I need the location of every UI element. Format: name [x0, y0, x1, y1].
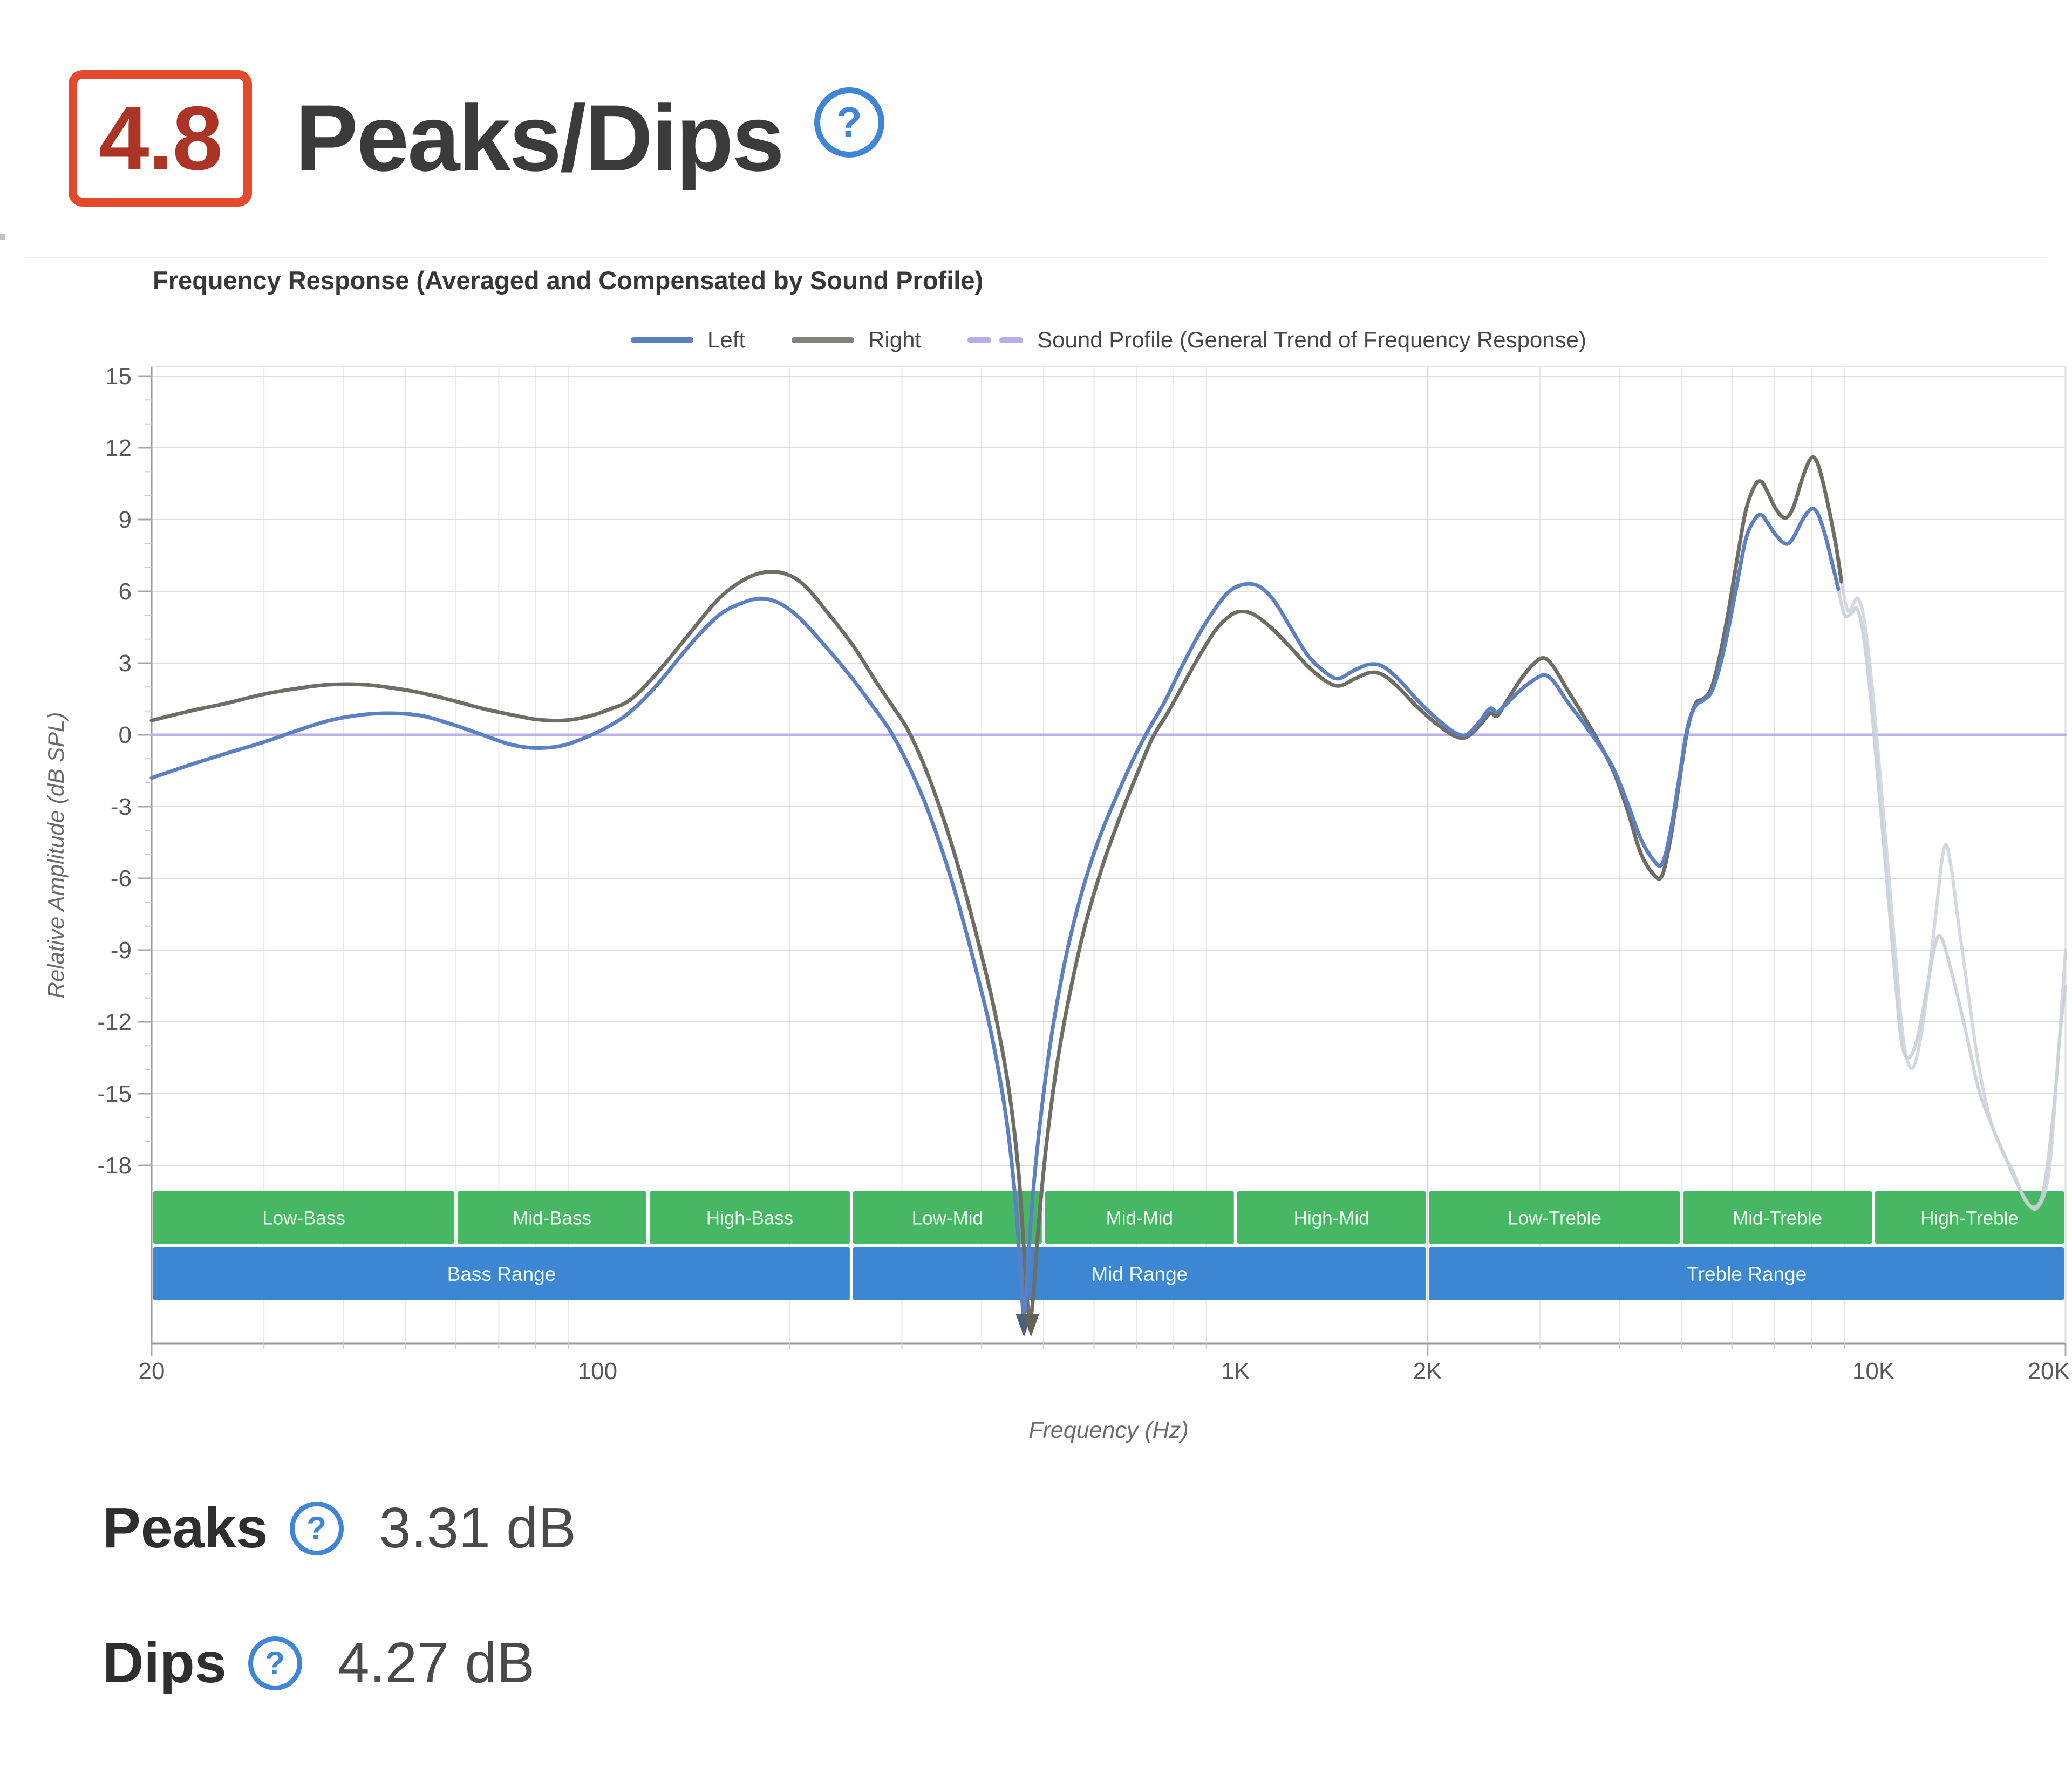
help-icon[interactable]: ? [248, 1636, 302, 1690]
band-label: Mid Range [1091, 1263, 1188, 1285]
x-tick-label: 20 [139, 1358, 165, 1384]
legend-swatch-dashed [967, 337, 1024, 343]
x-tick-label: 2K [1413, 1358, 1442, 1384]
band-mid-treble[interactable] [1683, 1191, 1872, 1244]
band-low-treble[interactable] [1429, 1191, 1680, 1244]
stat-row-dips: Dips ? 4.27 dB [103, 1630, 535, 1696]
band-label: Mid-Mid [1106, 1208, 1173, 1229]
series-left [149, 507, 1841, 1318]
band-label: High-Bass [706, 1208, 793, 1229]
band-label: Bass Range [447, 1263, 556, 1285]
help-icon[interactable]: ? [289, 1501, 344, 1555]
legend-label: Left [707, 327, 746, 352]
band-treble-range[interactable] [1429, 1247, 2064, 1300]
y-tick-label: -15 [97, 1081, 132, 1107]
band-mid-mid[interactable] [1045, 1191, 1234, 1244]
question-mark-glyph: ? [306, 1510, 326, 1546]
chart-legend: Left Right Sound Profile (General Trend of… [152, 327, 2066, 353]
stat-value: 3.31 dB [379, 1496, 576, 1560]
band-label: High-Mid [1294, 1208, 1369, 1229]
band-label: Low-Treble [1508, 1208, 1601, 1229]
legend-swatch-solid [630, 337, 693, 343]
y-tick-label: -18 [97, 1152, 132, 1179]
chart-title: Frequency Response (Averaged and Compens… [153, 266, 984, 295]
band-low-bass[interactable] [153, 1191, 455, 1244]
band-bass-range[interactable] [153, 1247, 850, 1300]
legend-label: Sound Profile (General Trend of Frequenc… [1037, 327, 1586, 352]
legend-item[interactable]: Left [630, 327, 746, 353]
y-tick-label: 6 [119, 578, 132, 605]
y-tick-label: 15 [105, 363, 132, 390]
legend-item[interactable]: Right [792, 327, 921, 353]
band-low-mid[interactable] [853, 1191, 1042, 1244]
y-tick-label: -3 [111, 794, 132, 820]
y-tick-label: -6 [111, 865, 132, 892]
x-tick-label: 10K [1852, 1358, 1894, 1384]
band-label: Low-Bass [262, 1208, 345, 1229]
band-label: Low-Mid [912, 1208, 983, 1229]
y-tick-label: -12 [97, 1009, 132, 1035]
y-tick-label: 3 [119, 650, 132, 677]
legend-item[interactable]: Sound Profile (General Trend of Frequenc… [967, 327, 1586, 353]
question-mark-glyph: ? [836, 98, 862, 146]
y-tick-label: -9 [111, 937, 132, 964]
band-label: High-Treble [1920, 1208, 2019, 1229]
frequency-response-chart[interactable]: -18 -15 -12 -9 -6 -3 0 3 6 9 12 15 20 100 1K 2K 10K 20K Re… [0, 356, 2072, 1473]
frequency-bands[interactable]: Low-Bass Mid-Bass High-Bass Low-Mid Mid-Mid H… [153, 1191, 2064, 1300]
y-tick-label: 9 [119, 507, 132, 533]
legend-label: Right [868, 327, 922, 352]
score-value: 4.8 [99, 87, 223, 189]
stat-value: 4.27 dB [337, 1631, 535, 1695]
band-label: Mid-Treble [1733, 1208, 1822, 1229]
section-header: 4.8 Peaks/Dips ? [69, 70, 884, 207]
question-mark-glyph: ? [265, 1645, 285, 1681]
y-tick-label: 0 [119, 722, 132, 748]
page-edge-artifact [0, 234, 5, 240]
band-high-treble[interactable] [1875, 1191, 2064, 1244]
x-tick-label: 20K [2028, 1358, 2070, 1384]
stat-row-peaks: Peaks ? 3.31 dB [103, 1496, 576, 1561]
score-badge: 4.8 [69, 70, 252, 207]
axes: -18 -15 -12 -9 -6 -3 0 3 6 9 12 15 20 100 1K 2K 10K 20K [97, 363, 2070, 1384]
legend-swatch-solid [792, 337, 855, 343]
band-high-bass[interactable] [650, 1191, 850, 1244]
stat-label: Peaks [103, 1496, 268, 1560]
section-title: Peaks/Dips [295, 86, 785, 191]
band-mid-range[interactable] [853, 1247, 1426, 1300]
x-tick-label: 1K [1221, 1358, 1250, 1384]
y-axis-title: Relative Amplitude (dB SPL) [43, 712, 69, 999]
y-tick-label: 12 [105, 435, 132, 461]
band-mid-bass[interactable] [458, 1191, 647, 1244]
section-divider [26, 257, 2046, 258]
offscale-dip-arrow [1023, 1314, 1039, 1337]
band-high-mid[interactable] [1237, 1191, 1426, 1244]
x-tick-label: 100 [578, 1358, 617, 1384]
band-label: Mid-Bass [513, 1208, 591, 1229]
help-icon[interactable]: ? [814, 87, 884, 158]
stat-label: Dips [103, 1631, 227, 1695]
x-axis-title: Frequency (Hz) [1028, 1417, 1188, 1443]
band-label: Treble Range [1686, 1263, 1807, 1285]
series-right-unscored-treble- [1839, 580, 2067, 1211]
